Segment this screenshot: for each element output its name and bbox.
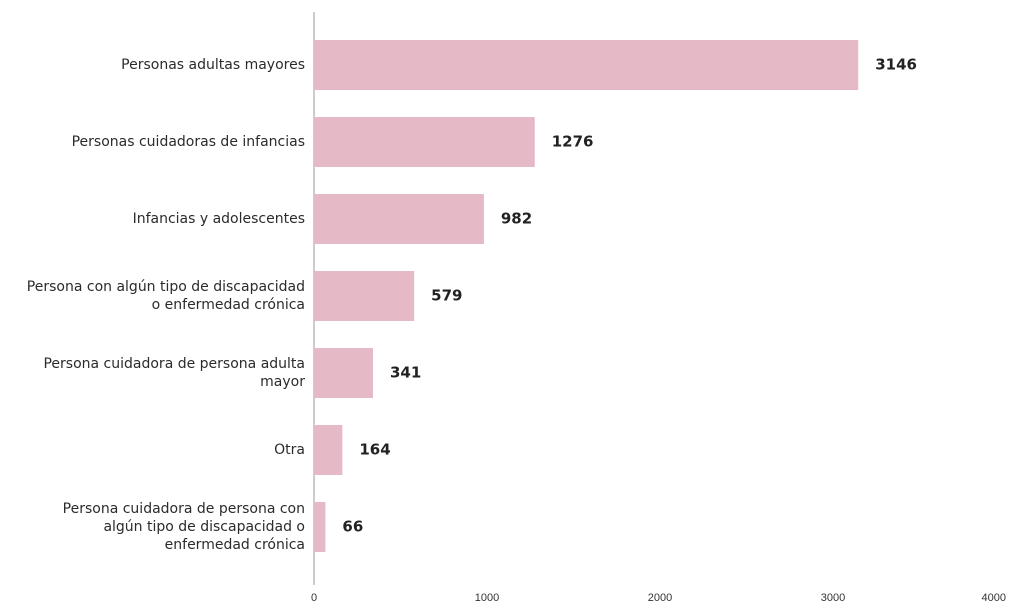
category-label: Personas adultas mayores (121, 57, 305, 73)
value-label: 1276 (552, 133, 594, 151)
bar (314, 348, 373, 398)
bar (314, 425, 343, 475)
bar (314, 502, 326, 552)
category-label: Persona con algún tipo de discapacidad o … (27, 279, 305, 313)
category-label: Infancias y adolescentes (133, 211, 305, 227)
category-label: Otra (274, 442, 305, 458)
bar (314, 40, 859, 90)
x-tick-label: 2000 (648, 592, 672, 604)
x-axis-tick-labels: 0 1000 2000 3000 4000 (311, 592, 1006, 604)
value-label: 3146 (875, 56, 917, 74)
category-label: Persona cuidadora de persona adulta mayor (43, 356, 305, 390)
value-label: 66 (342, 518, 363, 536)
value-label: 164 (359, 441, 390, 459)
bars-layer (314, 40, 859, 552)
bar (314, 194, 484, 244)
value-labels: 3146 1276 982 579 341 164 66 (342, 56, 917, 536)
bar (314, 117, 535, 167)
x-tick-label: 4000 (982, 592, 1006, 604)
bar (314, 271, 415, 321)
category-label: Persona cuidadora de persona con algún ti… (63, 501, 305, 553)
x-tick-label: 3000 (821, 592, 845, 604)
value-label: 982 (501, 210, 532, 228)
x-tick-label: 0 (311, 592, 317, 604)
value-label: 341 (390, 364, 421, 382)
category-labels: Personas adultas mayores Personas cuidado… (27, 57, 305, 553)
value-label: 579 (431, 287, 462, 305)
category-label: Personas cuidadoras de infancias (72, 134, 305, 150)
x-tick-label: 1000 (475, 592, 499, 604)
